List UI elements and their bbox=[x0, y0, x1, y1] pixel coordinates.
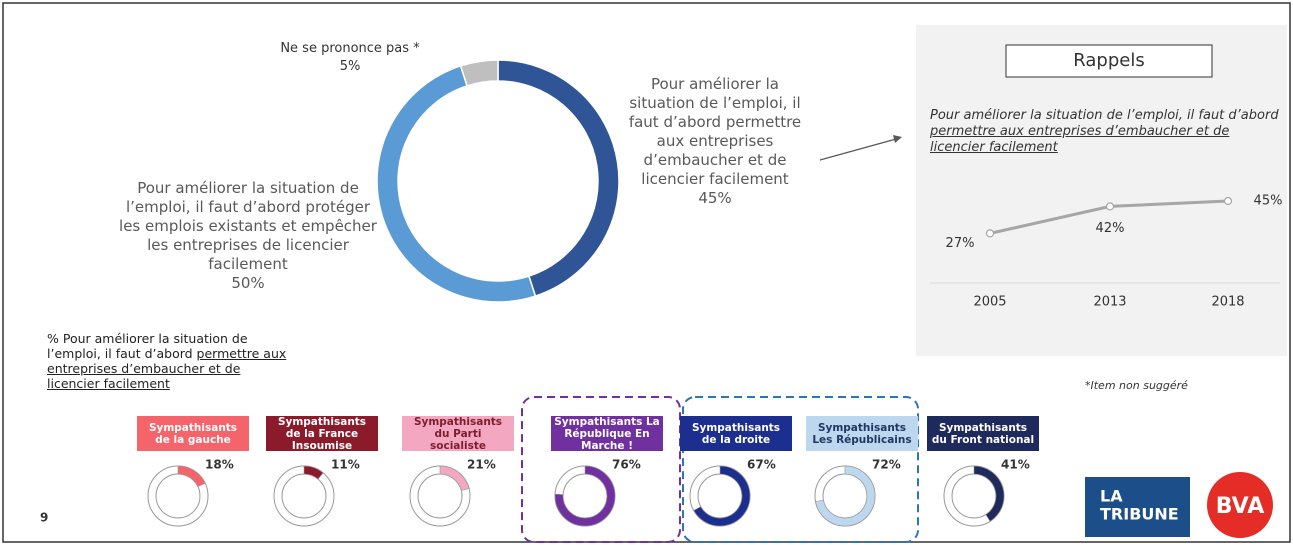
recall-title: Rappels bbox=[1073, 50, 1144, 71]
arrow-head bbox=[893, 135, 902, 143]
slice-label: Ne se prononce pas * 5% bbox=[250, 40, 450, 76]
donut-slice bbox=[497, 59, 620, 298]
category-box: Sympathisants Les Républicains bbox=[806, 416, 918, 451]
category-box: Sympathisants de la gauche bbox=[137, 416, 249, 451]
logo-bva bbox=[1207, 472, 1273, 538]
row-title: % Pour améliorer la situation de l’emplo… bbox=[47, 331, 287, 391]
donut-segment bbox=[815, 465, 876, 527]
data-label: 67% bbox=[747, 458, 776, 472]
data-label: 21% bbox=[467, 458, 496, 472]
slice-label: Pour améliorer la situation de l’emploi,… bbox=[620, 75, 810, 208]
page-number: 9 bbox=[40, 511, 48, 525]
donut-segment bbox=[973, 465, 1005, 522]
logo-text: BVA bbox=[1216, 494, 1264, 519]
title-underlined: permettre aux entreprises d’embaucher et… bbox=[47, 346, 287, 391]
data-label: 41% bbox=[1001, 458, 1030, 472]
category-box: Sympathisants du Parti socialiste bbox=[402, 416, 514, 452]
x-tick-label: 2005 bbox=[973, 295, 1006, 310]
category-box: Sympathisants de la France Insoumise bbox=[266, 416, 378, 452]
data-label: 45% bbox=[1254, 194, 1283, 209]
x-tick-label: 2013 bbox=[1093, 295, 1126, 310]
logo-tribune bbox=[1085, 477, 1190, 537]
recall-subtitle: Pour améliorer la situation de l’emploi,… bbox=[930, 108, 1280, 156]
category-box: Sympathisants du Front national bbox=[927, 416, 1039, 451]
donut-segment bbox=[177, 465, 206, 488]
subtitle-text: Pour améliorer la situation de l’emploi,… bbox=[930, 108, 1279, 123]
slice-label: Pour améliorer la situation de l’emploi,… bbox=[118, 179, 378, 293]
donut-outline bbox=[281, 473, 327, 519]
donut-segment bbox=[303, 465, 324, 480]
logo-text: TRIBUNE bbox=[1100, 505, 1179, 524]
recall-panel bbox=[916, 25, 1287, 356]
title-text: % Pour améliorer la situation de l’emplo… bbox=[47, 331, 248, 361]
slice-name: Pour améliorer la situation de l’emploi,… bbox=[119, 179, 377, 273]
slice-name: Ne se prononce pas * bbox=[280, 41, 420, 56]
line-marker bbox=[985, 229, 995, 238]
data-label: 18% bbox=[205, 458, 234, 472]
highlight-box bbox=[521, 396, 681, 543]
data-label: 42% bbox=[1096, 221, 1125, 236]
arrow bbox=[819, 138, 897, 161]
highlight-box bbox=[682, 396, 919, 543]
donut-slice bbox=[459, 59, 499, 87]
line-marker bbox=[1223, 196, 1233, 206]
data-label: 27% bbox=[946, 236, 975, 251]
data-label: 11% bbox=[331, 458, 360, 472]
category-box: Sympathisants La République En Marche ! bbox=[551, 416, 663, 452]
donut-segment bbox=[439, 465, 470, 491]
donut-segment bbox=[554, 465, 616, 527]
data-label: 72% bbox=[872, 458, 901, 472]
slice-value: 50% bbox=[231, 274, 265, 292]
line-marker bbox=[1105, 202, 1115, 211]
logo-text: LA bbox=[1100, 487, 1123, 506]
category-box: Sympathisants de la droite bbox=[680, 416, 792, 451]
data-label: 76% bbox=[612, 458, 641, 472]
slice-value: 45% bbox=[698, 189, 732, 207]
x-tick-label: 2018 bbox=[1211, 295, 1244, 310]
slice-name: Pour améliorer la situation de l’emploi,… bbox=[628, 75, 802, 188]
donut-segment bbox=[693, 465, 751, 527]
footnote: *Item non suggéré bbox=[1085, 379, 1188, 392]
slice-value: 5% bbox=[339, 59, 361, 74]
subtitle-underlined: permettre aux entreprises d’embaucher et… bbox=[930, 124, 1230, 155]
donut-slice bbox=[376, 64, 537, 303]
recall-title-box bbox=[1005, 44, 1213, 78]
